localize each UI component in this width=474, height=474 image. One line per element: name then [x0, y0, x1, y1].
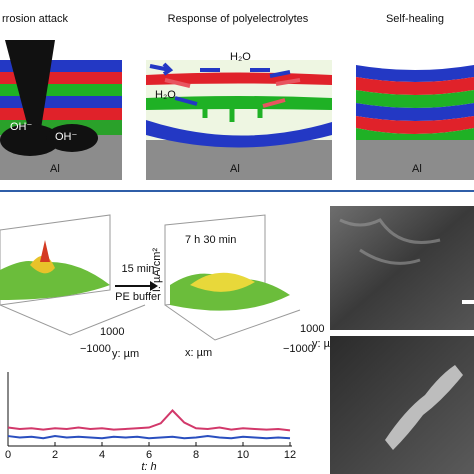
- x-tick-label: 8: [193, 449, 199, 461]
- top-panel: rrosion attack Response of polyelectroly…: [0, 13, 474, 192]
- ion-label: OH⁻: [10, 121, 33, 133]
- axis-tick: 1000: [100, 326, 124, 338]
- x-tick-label: 4: [99, 449, 105, 461]
- molecule-label: H₂O: [230, 51, 251, 63]
- series-line: [7, 435, 291, 440]
- axis-label: I: µA/cm²: [151, 248, 163, 293]
- arrow-label: 15 min: [121, 263, 154, 275]
- sem-images: [330, 206, 474, 474]
- x-tick-label: 2: [52, 449, 58, 461]
- x-tick-label: 6: [146, 449, 152, 461]
- line-plot: 0 2 4 6 8 10 12 t: h: [5, 372, 296, 473]
- x-tick-label: 10: [237, 449, 249, 461]
- axis-tick: −1000: [283, 343, 314, 355]
- x-axis-label: t: h: [141, 461, 156, 473]
- x-tick-label: 12: [284, 449, 296, 461]
- substrate-label: Al: [230, 163, 240, 175]
- substrate-label: Al: [412, 163, 422, 175]
- x-tick-label: 0: [5, 449, 11, 461]
- time-label: 7 h 30 min: [185, 234, 236, 246]
- axis-label: x: µm: [185, 347, 212, 359]
- substrate-label: Al: [50, 163, 60, 175]
- ion-label: OH⁻: [55, 131, 78, 143]
- panel-title: Response of polyelectrolytes: [168, 13, 309, 25]
- series-line: [7, 409, 291, 432]
- arrow-label: PE buffer: [115, 291, 161, 303]
- panel-title: Self-healing: [386, 13, 444, 25]
- axis-tick: 1000: [300, 323, 324, 335]
- panel-title: rrosion attack: [2, 13, 69, 25]
- axis-label: y: µm: [112, 348, 139, 360]
- surface-plots: 1000 −1000 y: µm 15 min PE buffer 7 h 30…: [0, 214, 339, 360]
- molecule-label: H₂O: [155, 89, 176, 101]
- axis-tick: −1000: [80, 343, 111, 355]
